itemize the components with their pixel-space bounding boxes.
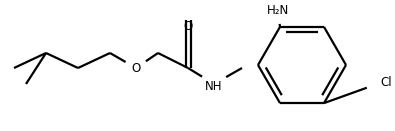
Text: O: O (183, 20, 193, 34)
Text: NH: NH (205, 80, 223, 92)
Text: O: O (132, 61, 141, 75)
Text: Cl: Cl (380, 77, 391, 89)
Text: H₂N: H₂N (267, 4, 289, 17)
